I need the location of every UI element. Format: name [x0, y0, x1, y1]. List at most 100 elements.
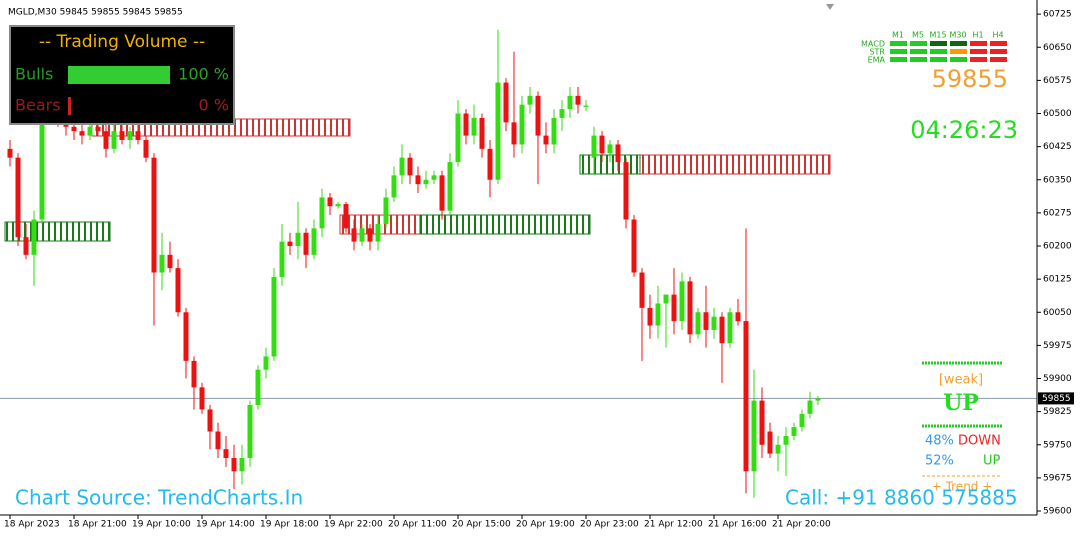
timeframe: M30 — [949, 31, 966, 40]
candle-body — [431, 175, 437, 180]
signal-cell — [950, 57, 967, 62]
candle-body — [759, 400, 765, 445]
candle-body — [95, 126, 101, 132]
y-tick-label: 60200 — [1043, 242, 1072, 252]
y-tick-label: 60050 — [1043, 308, 1072, 318]
timeframe: M15 — [929, 31, 946, 40]
candle-body — [31, 219, 37, 255]
clock: 04:26:23 — [910, 116, 1018, 144]
candle-body — [607, 144, 613, 154]
y-tick-label: 60275 — [1043, 208, 1072, 218]
candle-body — [87, 126, 93, 136]
candle-body — [103, 131, 109, 149]
trend: + Trend + — [932, 480, 993, 494]
candle-body — [271, 276, 277, 357]
candle-body — [703, 312, 709, 330]
candle-body — [743, 321, 749, 472]
candle-body — [351, 228, 357, 242]
y-tick-label: 59600 — [1043, 507, 1072, 517]
candle-body — [791, 427, 797, 436]
indicator: STR — [869, 48, 885, 57]
candle-body — [487, 148, 493, 180]
signal-cell — [910, 41, 927, 46]
candle-body — [663, 294, 669, 304]
signal-cell — [990, 49, 1007, 54]
panel-title: -- Trading Volume -- — [39, 32, 205, 52]
signal-cell — [950, 49, 967, 54]
candle-body — [327, 197, 333, 207]
candle-body — [559, 109, 565, 118]
signal-cell — [990, 41, 1007, 46]
y-tick-label: 60350 — [1043, 175, 1072, 185]
candle-body — [623, 162, 629, 220]
candle-body — [423, 179, 429, 185]
signal-cell — [930, 57, 947, 62]
candle-body — [167, 254, 173, 269]
candle-body — [543, 135, 549, 145]
x-tick-label: 19 Apr 10:00 — [132, 520, 191, 530]
candle-body — [615, 144, 621, 163]
candle-body — [511, 122, 517, 145]
candle-body — [479, 117, 485, 149]
candle-body — [463, 113, 469, 136]
candle-body — [775, 444, 781, 454]
x-tick-label: 20 Apr 19:00 — [516, 520, 575, 530]
candle-body — [439, 175, 445, 211]
candle-body — [415, 175, 421, 185]
candle-body — [295, 232, 301, 247]
shift-marker — [826, 4, 834, 10]
up-label: UP — [983, 454, 1001, 469]
candle-body — [135, 131, 141, 141]
candle-body — [583, 105, 589, 107]
price-tag-label: 59855 — [1042, 394, 1071, 404]
signal-cell — [890, 57, 907, 62]
signal-cell — [930, 49, 947, 54]
candle-body — [767, 431, 773, 454]
candle-body — [287, 241, 293, 247]
candle-body — [127, 131, 133, 141]
candle-body — [735, 312, 741, 322]
candle-body — [383, 197, 389, 224]
candle-body — [359, 228, 365, 242]
candle-body — [143, 140, 149, 158]
candle-body — [455, 113, 461, 163]
candle-body — [535, 95, 541, 136]
symbol-header: MGLD,M30 59845 59855 59845 59855 — [8, 8, 183, 18]
candle-body — [207, 409, 213, 432]
y-tick-label: 60650 — [1043, 43, 1072, 53]
candle-body — [711, 316, 717, 330]
y-tick-label: 59825 — [1043, 407, 1072, 417]
candle-body — [807, 400, 813, 414]
candle-body — [247, 405, 253, 459]
y-tick-label: 60500 — [1043, 109, 1072, 119]
candle-body — [815, 398, 821, 401]
contact-note: Call: +91 8860 575885 — [785, 486, 1018, 510]
signal-cell — [910, 49, 927, 54]
last-price-big: 59855 — [932, 65, 1008, 93]
candle-body — [631, 219, 637, 273]
candle-body — [391, 175, 397, 198]
source-note: Chart Source: TrendCharts.In — [15, 486, 303, 510]
candle-body — [231, 458, 237, 472]
candle-body — [727, 312, 733, 344]
candle-body — [375, 223, 381, 242]
candle-body — [279, 241, 285, 277]
signal-cell — [970, 49, 987, 54]
price-tag — [1038, 392, 1074, 405]
candle-body — [399, 157, 405, 176]
bar-start — [68, 66, 71, 84]
x-tick-label: 19 Apr 22:00 — [324, 520, 383, 530]
candle-body — [671, 294, 677, 322]
signal-cell — [970, 57, 987, 62]
y-tick-label: 59750 — [1043, 440, 1072, 450]
signal-cell — [970, 41, 987, 46]
candle-body — [783, 435, 789, 445]
candle-body — [15, 157, 21, 238]
candle-body — [567, 95, 573, 110]
signal-cell — [890, 41, 907, 46]
candle-body — [23, 237, 29, 255]
x-tick-label: 18 Apr 2023 — [4, 520, 60, 530]
signal-cell — [910, 57, 927, 62]
candle-body — [751, 400, 757, 472]
